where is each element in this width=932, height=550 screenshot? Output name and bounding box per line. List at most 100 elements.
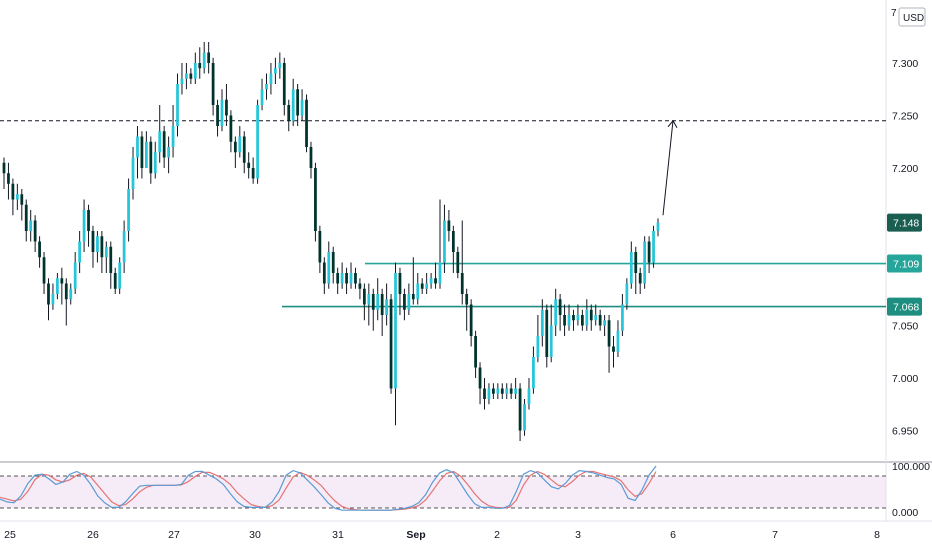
candle xyxy=(220,89,224,132)
candle xyxy=(238,126,242,158)
candle xyxy=(211,57,215,116)
candle xyxy=(318,225,322,273)
candle-body xyxy=(572,315,575,321)
candle-body xyxy=(193,63,197,79)
candle-body xyxy=(416,283,420,300)
candle-body xyxy=(429,278,433,284)
main-pane[interactable] xyxy=(0,0,886,462)
candle-body xyxy=(260,89,264,105)
candle xyxy=(269,63,273,95)
currency-box[interactable] xyxy=(898,7,926,27)
candle xyxy=(380,288,384,336)
candle-body xyxy=(238,136,242,153)
candle xyxy=(389,294,393,394)
candle-body xyxy=(220,99,224,126)
candle-body xyxy=(198,63,202,69)
candle-body xyxy=(380,294,384,315)
candle-body xyxy=(589,309,593,321)
candle-body xyxy=(162,131,166,158)
candle xyxy=(291,78,295,126)
candle xyxy=(443,204,446,273)
candle-body xyxy=(367,294,371,305)
candle-body xyxy=(180,78,184,84)
candle-body xyxy=(625,283,629,305)
candle xyxy=(358,278,362,300)
candle-body xyxy=(536,336,540,357)
candle-body xyxy=(549,325,553,357)
candle xyxy=(29,210,33,242)
candle xyxy=(127,178,130,242)
time-axis[interactable]: 25 26 27 30 31 Sep 2 3 6 7 8 xyxy=(4,529,880,541)
candle xyxy=(104,241,108,273)
candle xyxy=(20,189,24,221)
candle xyxy=(558,294,562,331)
candle-body xyxy=(56,278,59,294)
candle-body xyxy=(322,262,326,284)
candle-body xyxy=(345,273,348,284)
candle xyxy=(647,236,651,273)
candle xyxy=(416,273,420,305)
candle xyxy=(527,378,531,410)
candle-body xyxy=(118,262,122,289)
candle xyxy=(634,246,638,294)
candle xyxy=(91,225,95,268)
stochastic-oscillator xyxy=(0,465,657,511)
projection-arrow-head xyxy=(667,119,678,128)
candle xyxy=(131,147,135,200)
candle-body xyxy=(540,309,544,336)
candle-body xyxy=(567,315,571,326)
candle-body xyxy=(616,330,620,352)
price-axis[interactable]: 7 USD 7.300 7.250 7.200 7.050 7.000 6.950 xyxy=(891,7,926,438)
candle-body xyxy=(42,257,46,284)
candle xyxy=(371,288,375,331)
price-badge-box xyxy=(887,254,922,273)
candle xyxy=(15,183,19,210)
candle-body xyxy=(51,294,55,305)
projection-arrow[interactable] xyxy=(662,119,678,216)
candle xyxy=(136,126,139,179)
candle-body xyxy=(331,252,335,273)
candle-body xyxy=(362,288,366,305)
candle-body xyxy=(296,89,300,116)
candle-body xyxy=(300,99,304,116)
price-tick-label: 7.000 xyxy=(892,373,918,385)
candle-body xyxy=(340,273,344,284)
candle xyxy=(451,225,455,273)
candle xyxy=(429,273,433,289)
projection-arrow-shaft[interactable] xyxy=(662,120,674,216)
candle xyxy=(144,131,148,168)
candle-body xyxy=(483,388,486,399)
time-tick-label: 26 xyxy=(87,529,99,541)
candle xyxy=(322,257,326,294)
candle xyxy=(193,52,197,84)
candle xyxy=(554,288,558,336)
candle xyxy=(385,283,388,326)
candle-body xyxy=(638,273,642,284)
candle xyxy=(621,294,624,336)
candle xyxy=(180,63,184,95)
candle xyxy=(403,288,406,321)
candle xyxy=(616,320,620,357)
candle-body xyxy=(389,299,393,389)
candle-body xyxy=(144,141,148,168)
candle xyxy=(434,262,437,289)
candle xyxy=(567,304,571,331)
candle xyxy=(340,262,344,289)
candle-body xyxy=(69,288,73,300)
candle-body xyxy=(47,283,50,305)
candle xyxy=(309,141,313,179)
candle-body xyxy=(518,388,522,431)
candle-body xyxy=(140,136,144,168)
candle-body xyxy=(558,299,562,315)
candle xyxy=(407,283,411,315)
stoch-tick-label: 0.000 xyxy=(892,507,918,519)
candle xyxy=(167,136,170,174)
time-tick-label: 31 xyxy=(332,529,344,541)
candle-body xyxy=(207,52,211,63)
candle-body xyxy=(11,183,15,200)
candle-body xyxy=(318,231,322,263)
candle-body xyxy=(109,246,113,273)
candle xyxy=(278,52,282,79)
candle-body xyxy=(509,388,513,394)
